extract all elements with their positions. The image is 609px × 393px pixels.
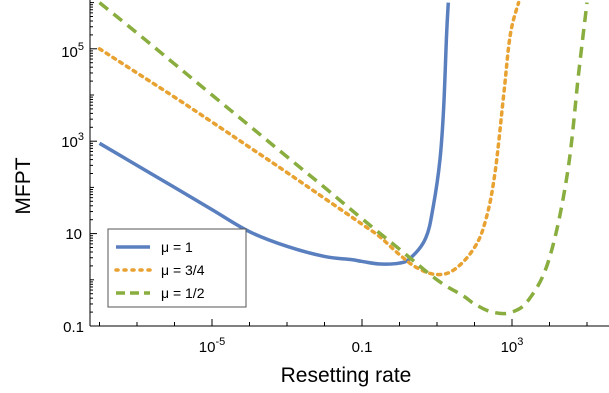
y-tick-label-1e5: 105 [61,41,84,61]
tick-marks [90,2,588,327]
x-tick-label-1e-5: 10-5 [199,336,225,356]
legend-label-mu-1: μ = 1 [161,239,193,255]
legend-label-mu-3-4: μ = 3/4 [161,262,205,278]
y-tick-label-0.1: 0.1 [63,319,84,336]
series-line-0 [98,2,451,266]
y-tick-label-1e3: 103 [61,131,84,151]
x-axis-title: Resetting rate [281,364,412,387]
curves-layer [97,0,589,316]
x-tick-label-0.1: 0.1 [352,339,373,356]
legend-label-mu-1-2: μ = 1/2 [161,285,205,301]
x-tick-label-1e3: 103 [501,336,524,356]
legend: μ = 1 μ = 3/4 μ = 1/2 [107,228,247,308]
series-line-2 [98,1,589,316]
y-tick-label-10: 10 [65,226,82,243]
y-axis-title: MFPT [12,157,35,214]
series-line-1 [97,0,521,277]
